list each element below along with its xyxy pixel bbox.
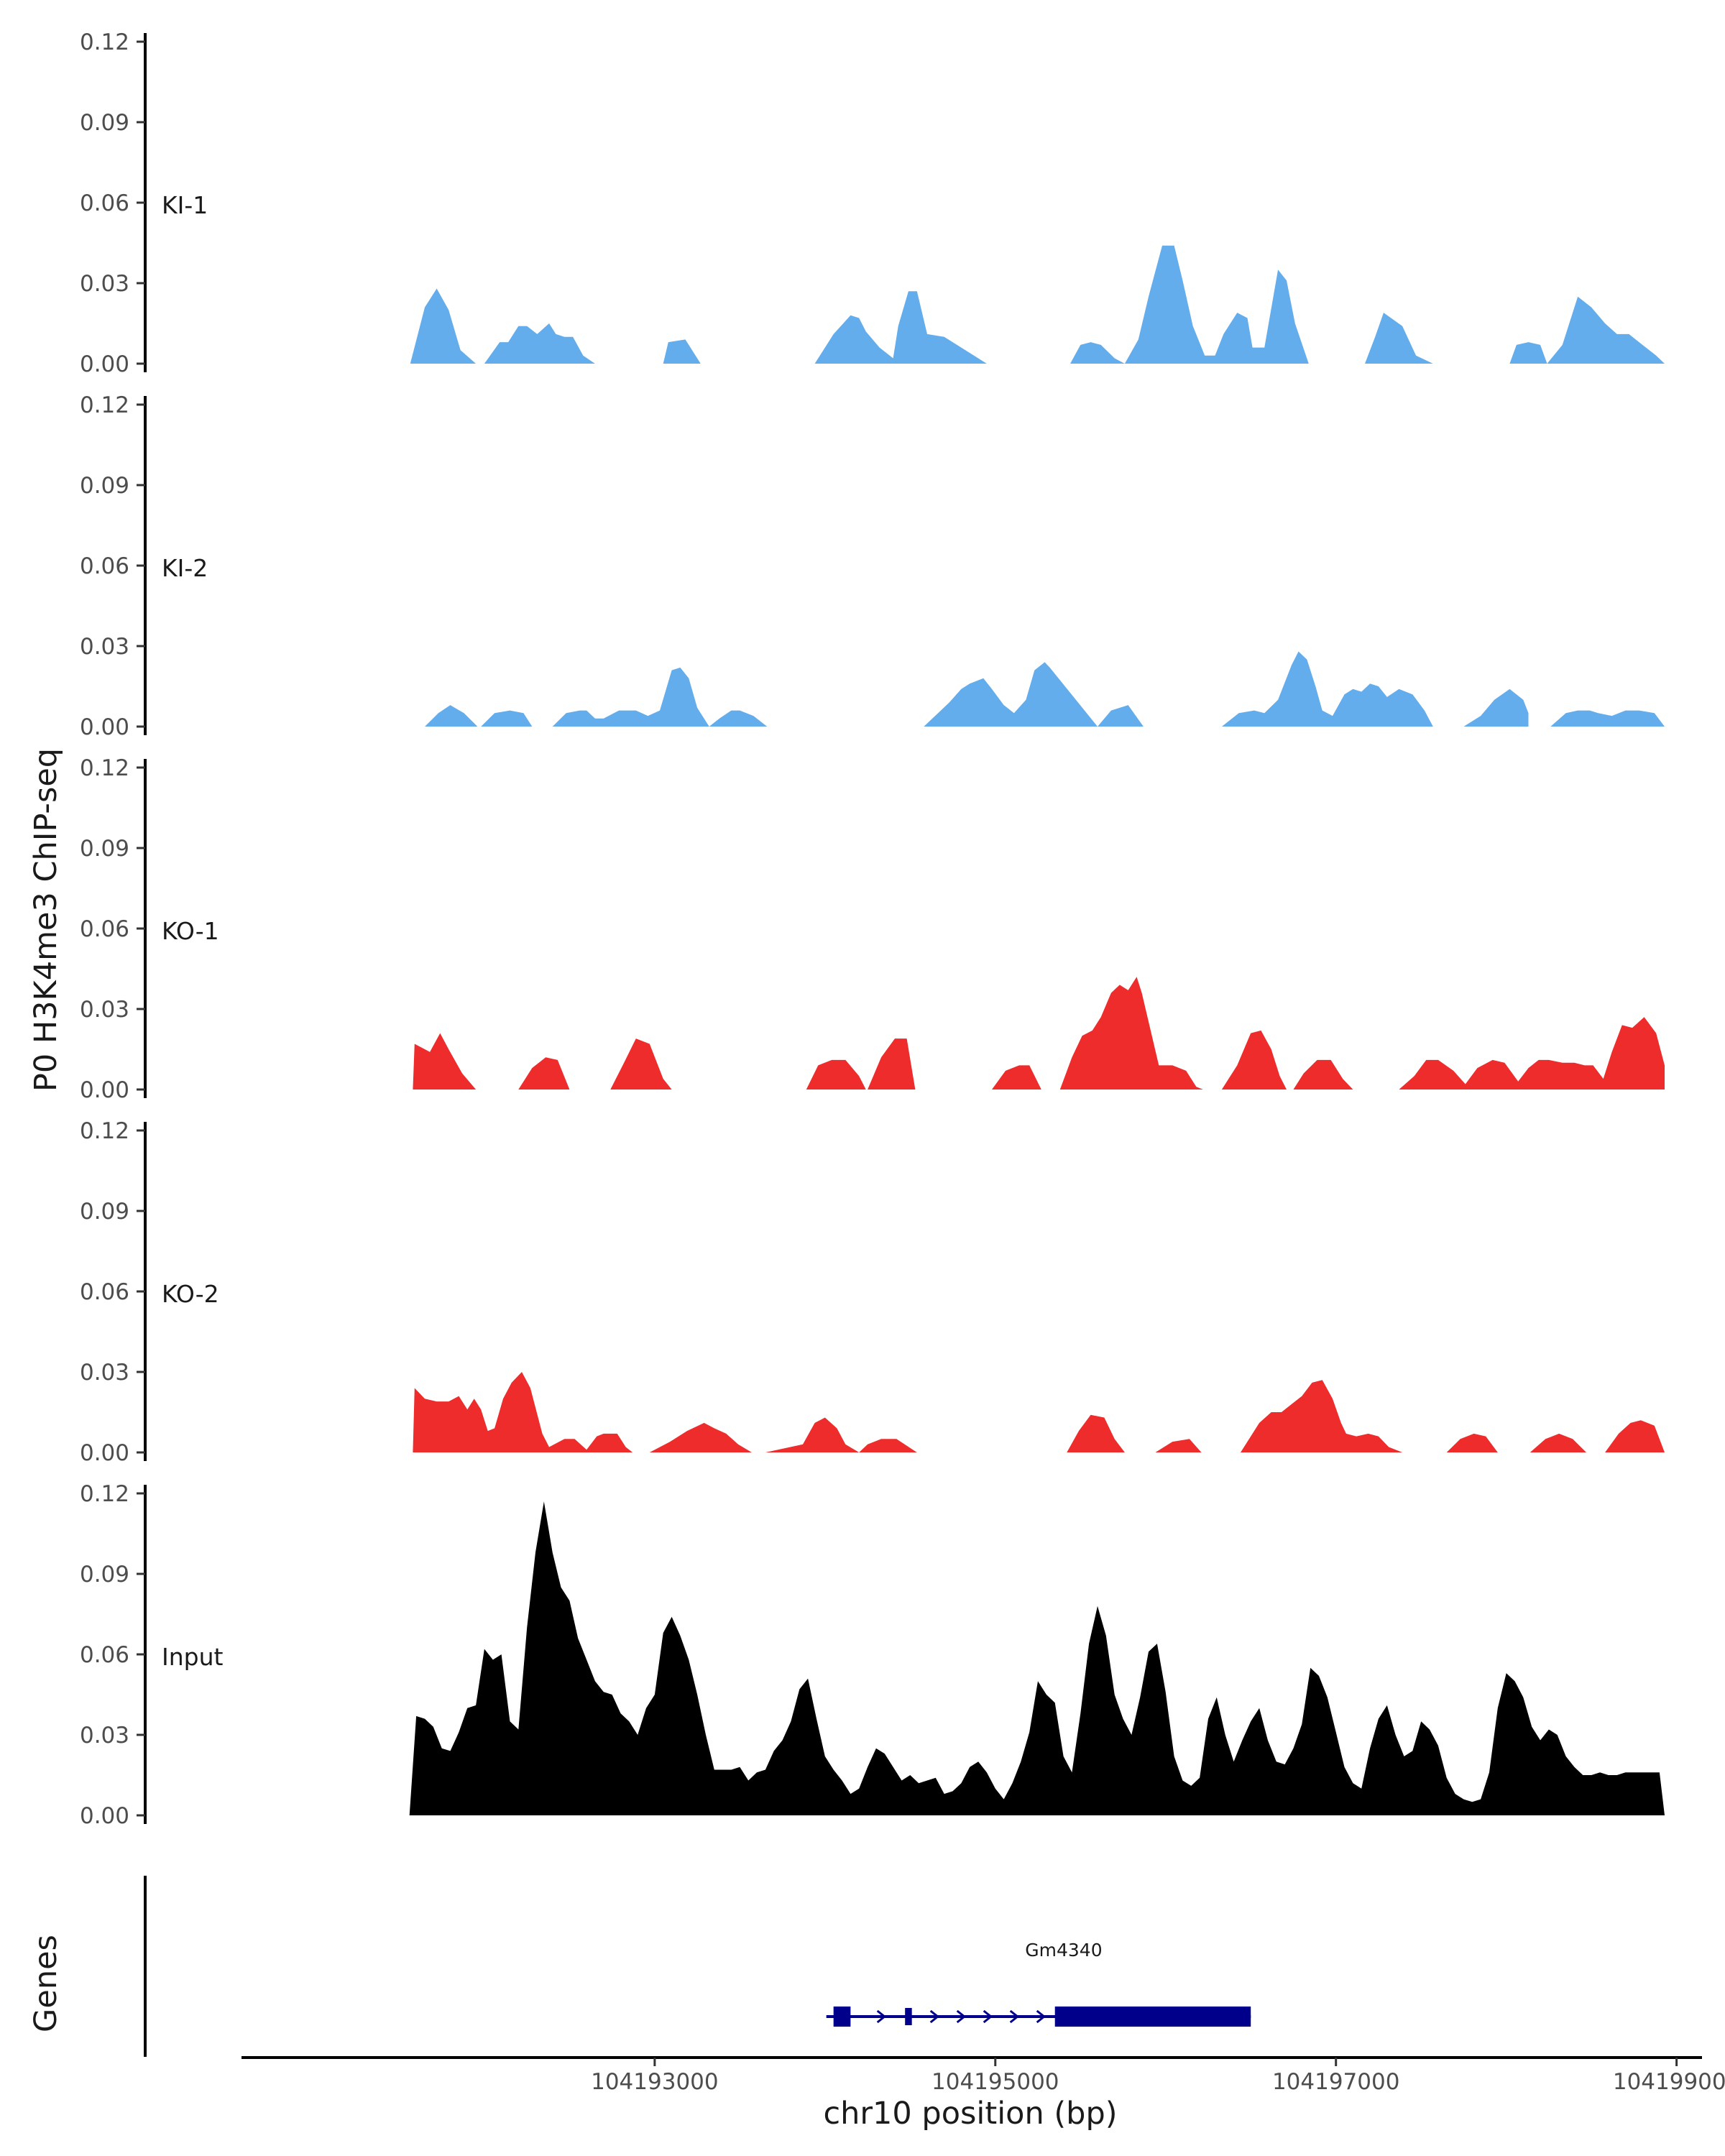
gene-panel: Gm4340 (144, 1876, 1251, 2057)
coverage-area (409, 1501, 1665, 1815)
gene-exon (905, 2008, 912, 2025)
coverage-area (425, 651, 1665, 727)
track-input: 0.00 0.03 0.06 0.09 0.12 Input (80, 1481, 1665, 1829)
gene-name: Gm4340 (1025, 1940, 1102, 1961)
y-tick-label: 0.00 (80, 351, 129, 377)
track-label: Input (162, 1643, 224, 1671)
strand-arrow (1009, 2009, 1020, 2024)
track-label: KI-2 (162, 554, 208, 582)
coverage-area (413, 977, 1665, 1089)
y-tick-label: 0.06 (80, 190, 129, 216)
strand-arrow (983, 2009, 993, 2024)
gene-exon (833, 2007, 851, 2027)
track-ko-2: 0.00 0.03 0.06 0.09 0.12 KO-2 (80, 1118, 1665, 1466)
gene-model: Gm4340 (826, 1940, 1251, 2027)
x-tick-label: 104197000 (1272, 2069, 1400, 2095)
track-label: KO-2 (162, 1280, 219, 1308)
y-tick-label: 0.00 (80, 1803, 129, 1829)
y-tick-label: 0.09 (80, 110, 129, 136)
strand-arrow (956, 2009, 967, 2024)
y-tick-label: 0.12 (80, 29, 129, 55)
y-tick-label: 0.06 (80, 1642, 129, 1668)
y-tick-label: 0.09 (80, 1562, 129, 1588)
x-axis-title: chr10 position (bp) (823, 2096, 1117, 2132)
y-tick-label: 0.06 (80, 916, 129, 942)
track-ki-1: 0.00 0.03 0.06 0.09 0.12 KI-1 (80, 29, 1665, 377)
y-tick-label: 0.06 (80, 1279, 129, 1305)
genes-axis-title: Genes (28, 1935, 64, 2032)
y-tick-label: 0.09 (80, 473, 129, 499)
x-tick-label: 104195000 (932, 2069, 1059, 2095)
y-tick-label: 0.09 (80, 1199, 129, 1225)
y-tick-label: 0.12 (80, 392, 129, 418)
track-label: KI-1 (162, 191, 208, 219)
y-tick-label: 0.03 (80, 271, 129, 297)
y-tick-label: 0.03 (80, 1360, 129, 1386)
track-label: KO-1 (162, 917, 219, 945)
x-tick-label: 104193000 (591, 2069, 719, 2095)
y-tick-label: 0.12 (80, 755, 129, 781)
strand-arrow (929, 2009, 940, 2024)
y-tick-label: 0.00 (80, 714, 129, 740)
gene-exon (1054, 2007, 1251, 2027)
coverage-area (413, 1372, 1665, 1452)
y-tick-label: 0.12 (80, 1481, 129, 1507)
track-ki-2: 0.00 0.03 0.06 0.09 0.12 KI-2 (80, 392, 1665, 740)
y-tick-label: 0.12 (80, 1118, 129, 1144)
y-axis-title: P0 H3K4me3 ChIP-seq (28, 748, 64, 1092)
y-tick-label: 0.00 (80, 1440, 129, 1466)
y-tick-label: 0.03 (80, 634, 129, 660)
x-axis: 104193000 104195000 104197000 104199000 (242, 2056, 1725, 2095)
track-ko-1: 0.00 0.03 0.06 0.09 0.12 KO-1 (80, 755, 1665, 1103)
x-tick-label: 104199000 (1613, 2069, 1725, 2095)
strand-arrow (876, 2009, 887, 2024)
y-tick-label: 0.03 (80, 997, 129, 1023)
strand-arrow (1036, 2009, 1046, 2024)
coverage-area (410, 245, 1665, 364)
y-tick-label: 0.03 (80, 1723, 129, 1749)
y-tick-label: 0.06 (80, 553, 129, 579)
tracks-layer: 0.00 0.03 0.06 0.09 0.12 KI-1 0.00 0.03 0.06 0.09… (80, 29, 1665, 1829)
y-tick-label: 0.09 (80, 836, 129, 862)
y-tick-label: 0.00 (80, 1077, 129, 1103)
